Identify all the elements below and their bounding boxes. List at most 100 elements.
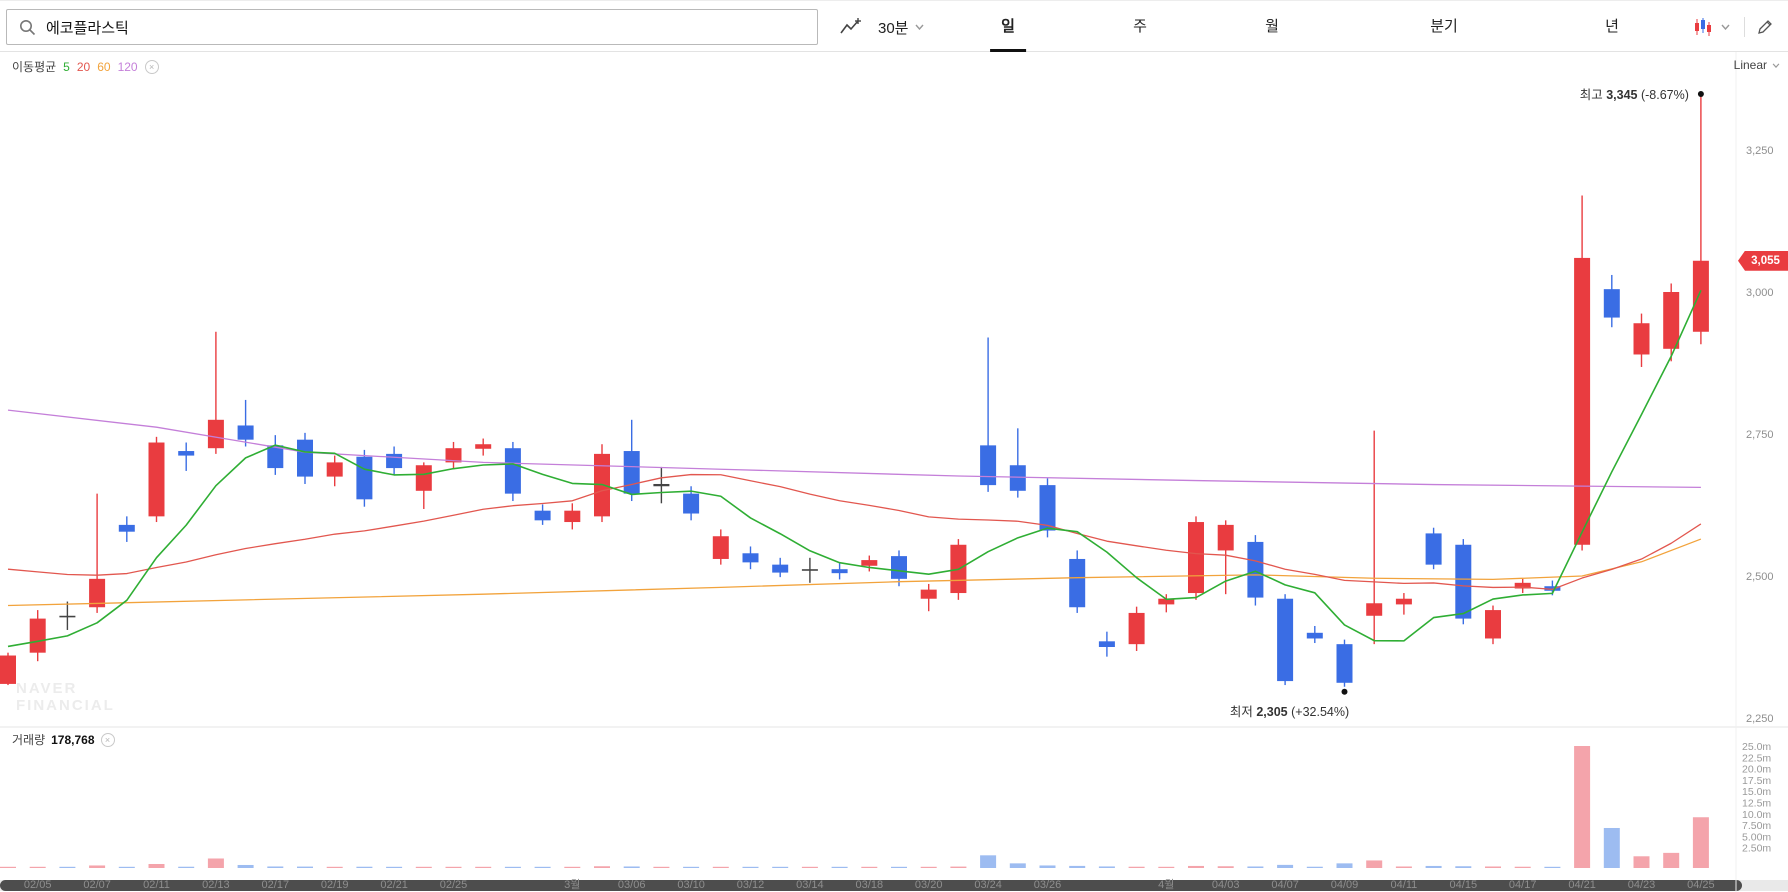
volume-bar <box>1692 817 1709 868</box>
candle-body <box>1158 598 1175 605</box>
candle-body <box>623 451 640 494</box>
interval-select[interactable]: 30분 <box>878 1 924 53</box>
volume-bar <box>29 866 46 868</box>
tab-month[interactable]: 월 <box>1265 18 1279 35</box>
volume-bar <box>1544 866 1561 868</box>
candle-body <box>297 439 313 477</box>
ma5-line <box>7 289 1702 648</box>
date-axis-label: 03/06 <box>618 879 646 891</box>
candle-body <box>445 448 462 463</box>
candle-body <box>207 419 224 449</box>
candle-body <box>356 456 373 500</box>
candle-body <box>1485 610 1501 639</box>
date-axis-label: 02/19 <box>321 879 349 891</box>
price-axis-label: 2,750 <box>1746 429 1774 441</box>
candle-body <box>59 615 76 618</box>
volume-bar <box>623 866 640 868</box>
date-axis-label: 3월 <box>564 878 580 891</box>
candle-body <box>1395 598 1412 605</box>
draw-pencil-icon[interactable] <box>1752 15 1778 39</box>
date-axis-label: 03/12 <box>737 879 765 891</box>
scale-label: Linear <box>1733 58 1767 72</box>
ma-legend: 이동평균 5 20 60 120 <box>12 58 159 75</box>
date-axis-label: 03/20 <box>915 879 943 891</box>
tab-week[interactable]: 주 <box>1133 18 1147 35</box>
volume-bar <box>178 866 195 868</box>
chevron-down-icon[interactable] <box>1718 15 1732 39</box>
candle-body <box>29 618 46 653</box>
volume-bar <box>118 866 135 868</box>
stock-search-field[interactable]: 에코플라스틱 <box>6 9 818 45</box>
ma-period-60: 60 <box>97 59 111 74</box>
volume-bar <box>504 866 521 868</box>
volume-bar <box>831 866 848 868</box>
candle-body <box>831 569 848 574</box>
volume-bar <box>534 866 551 868</box>
price-axis-label: 3,000 <box>1746 287 1774 299</box>
naver-financial-watermark: NAVER FINANCIAL <box>16 680 115 714</box>
candle-body <box>1009 465 1026 491</box>
candle-body <box>118 524 135 532</box>
volume-bar <box>1395 866 1412 868</box>
volume-bar <box>1039 865 1056 868</box>
volume-bar <box>59 866 76 868</box>
volume-axis-label: 17.5m <box>1742 775 1771 787</box>
current-price-badge: 3,055 <box>1738 250 1788 271</box>
trend-line-icon[interactable] <box>838 15 864 39</box>
candle-body <box>1603 289 1620 318</box>
candle-body <box>386 453 403 469</box>
volume-bar <box>1277 864 1294 868</box>
candle-body <box>1514 582 1531 589</box>
volume-bar <box>1128 866 1145 868</box>
volume-bar <box>89 865 106 868</box>
candle-body <box>1633 323 1650 355</box>
ma-legend-info-icon[interactable] <box>144 59 159 74</box>
tab-quarter[interactable]: 분기 <box>1430 18 1458 35</box>
volume-bar <box>415 866 432 868</box>
chart-canvas[interactable]: 3,250 3,000 2,750 2,500 2,250 25.0m22.5m20.0m… <box>0 52 1788 892</box>
volume-bar <box>564 866 581 868</box>
date-axis-label: 04/03 <box>1212 879 1240 891</box>
tab-day[interactable]: 일 <box>1001 1 1015 52</box>
candle-body <box>1098 641 1115 647</box>
volume-bar <box>1574 746 1591 868</box>
volume-info-icon[interactable] <box>100 732 115 747</box>
candle-body <box>415 465 432 491</box>
low-marker-dot <box>1341 688 1348 695</box>
volume-axis-label: 20.0m <box>1742 764 1771 776</box>
volume-bar <box>1366 860 1383 868</box>
high-annotation: 최고 3,345 (-8.67%) <box>1579 88 1689 103</box>
interval-label: 30분 <box>878 19 909 37</box>
tab-year[interactable]: 년 <box>1605 18 1619 35</box>
volume-bar <box>1455 866 1472 868</box>
price-axis-label: 2,500 <box>1746 571 1774 583</box>
volume-axis-label: 12.5m <box>1742 798 1771 810</box>
candle-body <box>742 553 759 563</box>
volume-bar <box>1425 865 1442 868</box>
candle-body <box>801 569 818 571</box>
candle-body <box>1336 644 1353 683</box>
ma20-line <box>7 473 1702 591</box>
date-axis-label: 04/25 <box>1687 879 1715 891</box>
volume-axis-label: 7.50m <box>1742 820 1771 832</box>
volume-bar <box>1306 866 1323 868</box>
date-axis-label: 04/15 <box>1450 879 1478 891</box>
volume-bar <box>1158 866 1175 868</box>
date-axis-label: 02/11 <box>143 879 170 891</box>
candle-body <box>861 560 878 566</box>
volume-bar <box>891 866 907 868</box>
chart-scrollbar-thumb[interactable] <box>0 880 1742 891</box>
volume-axis-label: 10.0m <box>1742 809 1771 821</box>
candle-body <box>0 655 16 684</box>
ma-period-120: 120 <box>117 59 138 74</box>
candle-style-icon[interactable] <box>1690 15 1716 39</box>
volume-bar <box>475 866 492 868</box>
price-axis-label: 2,250 <box>1746 713 1774 725</box>
toolbar-divider <box>1744 17 1745 37</box>
high-marker-dot <box>1697 91 1704 98</box>
volume-bar <box>1247 866 1264 868</box>
candle-body <box>1277 598 1294 682</box>
scale-select[interactable]: Linear <box>1734 58 1780 72</box>
toolbar: 에코플라스틱 30분 일 주 월 분기 년 <box>0 0 1788 52</box>
chart-scrollbar-track[interactable] <box>0 880 1788 891</box>
